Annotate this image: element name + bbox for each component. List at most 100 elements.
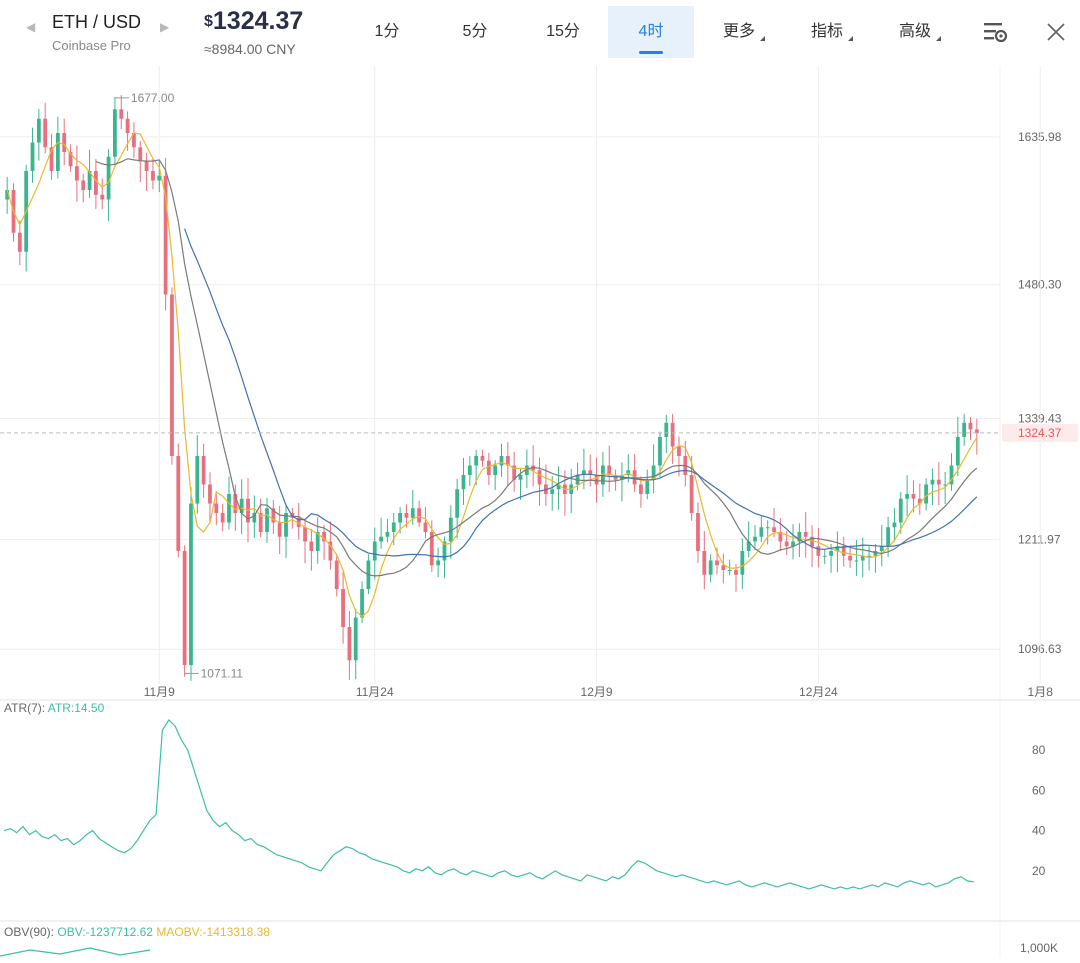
candle-body (113, 109, 117, 157)
candle-body (151, 171, 155, 181)
dropdown-corner-icon (936, 36, 941, 41)
candle-body (594, 475, 599, 485)
tab-label: 5分 (462, 23, 488, 40)
candle-body (791, 541, 795, 547)
candle-body (949, 465, 954, 485)
candle-body (778, 532, 783, 542)
candle-body (917, 498, 922, 504)
obv-indicator-label: OBV(90): OBV:-1237712.62 MAOBV:-1413318.… (4, 925, 270, 939)
price-value: 1324.37 (212, 7, 304, 35)
candle-body (43, 118, 48, 148)
pair-name[interactable]: ETH / USD (52, 12, 142, 32)
candle-body (93, 171, 98, 195)
x-tick-label: 12月9 (581, 685, 613, 699)
candle-body (461, 475, 466, 490)
chart-settings-icon[interactable] (980, 18, 1010, 46)
atr-name: ATR(7): (4, 701, 46, 715)
price-cny: ≈8984.00 CNY (204, 41, 296, 57)
tab-label: 1分 (374, 23, 400, 40)
candle-body (708, 560, 713, 575)
candle-body (474, 456, 479, 466)
candle-body (87, 171, 92, 190)
candle-body (341, 589, 345, 627)
candle-body (860, 555, 865, 561)
candle-body (284, 513, 288, 537)
candle-body (696, 513, 700, 551)
candle-body (537, 470, 542, 485)
atr-indicator-label: ATR(7): ATR:14.50 (4, 701, 104, 715)
extreme-label: 1677.00 (131, 91, 175, 105)
tab-4h[interactable]: 4时 (608, 6, 694, 58)
tab-advanced[interactable]: 高级 (872, 6, 958, 58)
candle-body (201, 456, 206, 485)
candle-body (36, 118, 41, 143)
tab-more[interactable]: 更多 (696, 6, 782, 58)
candle-body (372, 541, 377, 561)
tab-label: 15分 (546, 23, 580, 40)
candle-body (315, 532, 320, 551)
header: ◀ ETH / USD Coinbase Pro ▶ $1324.37 ≈898… (0, 0, 1080, 66)
caret-left-icon[interactable]: ◀ (26, 20, 36, 34)
candle-body (499, 456, 504, 466)
candle-body (588, 470, 593, 475)
candle-body (170, 294, 174, 456)
candle-body (524, 465, 529, 475)
candle-body (740, 551, 745, 575)
candle-body (936, 479, 941, 485)
candle-body (879, 546, 884, 551)
atr-y-tick-label: 60 (1032, 783, 1046, 797)
candle-body (455, 489, 460, 518)
candle-body (753, 536, 757, 542)
tab-15min[interactable]: 15分 (520, 6, 606, 58)
candle-body (512, 465, 517, 480)
candle-body (214, 503, 219, 513)
candle-body (581, 470, 586, 475)
dropdown-corner-icon (848, 36, 853, 41)
candle-body (347, 627, 352, 661)
atr-y-tick-label: 80 (1032, 743, 1046, 757)
candle-body (448, 517, 453, 542)
candle-body (132, 133, 136, 148)
candle-body (182, 551, 187, 665)
candle-body (309, 541, 314, 551)
candle-body (353, 617, 358, 661)
maobv-value: MAOBV:-1413318.38 (156, 925, 270, 939)
tab-indicators[interactable]: 指标 (784, 6, 870, 58)
candle-body (607, 465, 612, 475)
candle-body (195, 456, 200, 504)
candle-body (486, 460, 491, 475)
tab-label: 高级 (898, 23, 931, 40)
candle-body (360, 589, 364, 618)
candle-body (962, 422, 967, 437)
candle-body (645, 479, 650, 494)
obv-value: OBV:-1237712.62 (57, 925, 153, 939)
candle-body (436, 560, 441, 566)
candle-body (765, 527, 770, 529)
tab-5min[interactable]: 5分 (432, 6, 518, 58)
ma-yellow-line (6, 132, 978, 618)
atr-value: ATR:14.50 (47, 701, 105, 715)
tab-label: 更多 (722, 23, 755, 40)
caret-right-icon[interactable]: ▶ (160, 20, 170, 34)
candle-body (822, 555, 827, 557)
candle-body (784, 541, 789, 547)
candle-body (886, 527, 891, 547)
candle-body (220, 513, 225, 523)
atr-y-tick-label: 40 (1032, 824, 1046, 838)
candle-body (163, 175, 168, 295)
candle-body (734, 570, 738, 575)
candle-body (841, 546, 846, 556)
candle-body (658, 437, 662, 466)
candle-body (930, 479, 935, 485)
obv-name: OBV(90): (4, 925, 55, 939)
close-icon[interactable] (1040, 16, 1072, 48)
obv-y-tick-label: 1,000K (1020, 941, 1058, 955)
chart-area[interactable]: 1096.63 1211.97 1339.43 1480.30 1635.98 11月9 1… (0, 66, 1080, 958)
candle-body (296, 517, 301, 528)
candle-body (334, 560, 339, 589)
tab-label: 4时 (638, 23, 664, 40)
candle-body (848, 555, 852, 561)
candle-body (924, 484, 929, 504)
tab-1min[interactable]: 1分 (344, 6, 430, 58)
